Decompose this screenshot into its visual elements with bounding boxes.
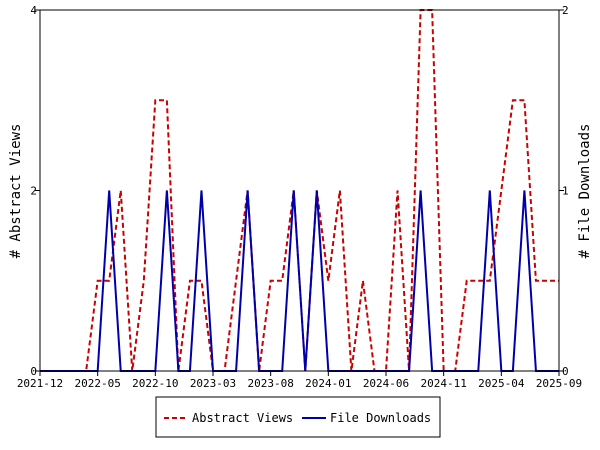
y-left-axis-title: # Abstract Views bbox=[8, 124, 24, 259]
ticks-layer: 2021-12 2022-05 2022-10 2023-03 2023-08 2024-… bbox=[17, 4, 582, 390]
y-left-tick-label: 0 bbox=[30, 365, 37, 378]
x-tick-label: 2022-05 bbox=[74, 377, 120, 390]
series-layer bbox=[40, 9, 559, 372]
x-tick-label: 2023-03 bbox=[190, 377, 236, 390]
legend-box bbox=[155, 396, 441, 438]
legend: Abstract Views File Downloads bbox=[155, 396, 441, 438]
y-left-tick-label: 2 bbox=[30, 185, 37, 198]
x-tick-label: 2024-01 bbox=[305, 377, 351, 390]
legend-label-abstract-views: Abstract Views bbox=[192, 411, 293, 425]
y-left-tick-label: 4 bbox=[30, 4, 37, 17]
x-tick-label: 2021-12 bbox=[17, 377, 63, 390]
legend-label-file-downloads: File Downloads bbox=[330, 411, 431, 425]
x-tick-label: 2025-04 bbox=[478, 377, 525, 390]
x-tick-label: 2024-06 bbox=[363, 377, 409, 390]
y-right-tick-label: 0 bbox=[562, 365, 569, 378]
x-tick-label: 2023-08 bbox=[247, 377, 293, 390]
x-tick-label: 2025-09 bbox=[536, 377, 582, 390]
x-tick-label: 2024-11 bbox=[420, 377, 466, 390]
x-tick-label: 2022-10 bbox=[132, 377, 178, 390]
y-right-tick-label: 2 bbox=[562, 4, 569, 17]
y-right-axis-title: # File Downloads bbox=[577, 124, 593, 259]
y-right-tick-label: 1 bbox=[562, 185, 569, 198]
